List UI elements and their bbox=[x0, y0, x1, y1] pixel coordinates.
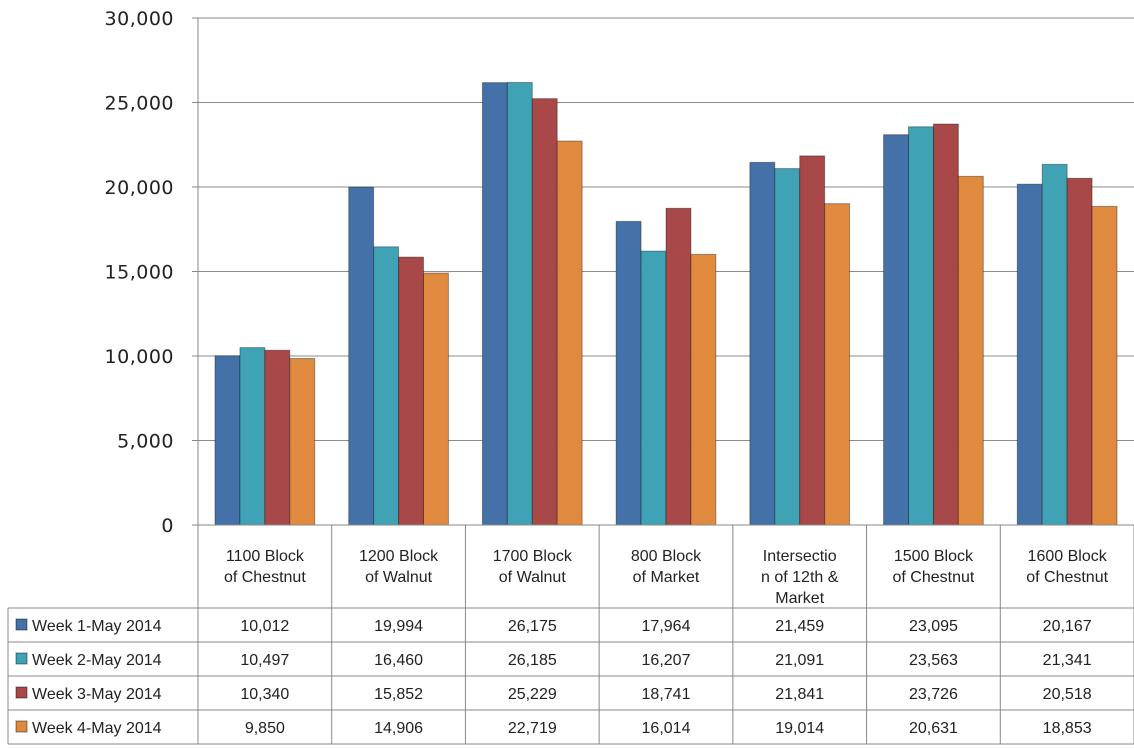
bar bbox=[615, 220, 642, 526]
bar bbox=[1041, 163, 1068, 526]
category-label: of Chestnut bbox=[1026, 569, 1108, 586]
data-table: 1100 Block of Chestnut 1200 Block of Walnut… bbox=[7, 524, 1134, 745]
data-label: 17,964 bbox=[642, 618, 691, 635]
bar bbox=[824, 203, 851, 526]
category-label: of Chestnut bbox=[224, 569, 306, 586]
data-label: 10,340 bbox=[240, 686, 289, 703]
y-tick-label: 5,000 bbox=[117, 431, 174, 453]
data-label: 19,014 bbox=[775, 720, 824, 737]
bars bbox=[214, 81, 1118, 526]
bar bbox=[373, 246, 400, 526]
data-label: 23,095 bbox=[909, 618, 958, 635]
category-label: 1100 Block bbox=[226, 548, 305, 565]
bar bbox=[690, 253, 717, 526]
legend-swatch bbox=[15, 618, 28, 631]
y-tick-label: 10,000 bbox=[105, 346, 174, 368]
category-label: of Market bbox=[633, 569, 700, 586]
bar bbox=[289, 358, 316, 526]
data-label: 19,994 bbox=[374, 618, 423, 635]
legend-label: Week 2-May 2014 bbox=[32, 652, 162, 669]
data-label: 23,726 bbox=[909, 686, 958, 703]
legend-label: Week 3-May 2014 bbox=[32, 686, 162, 703]
legend-swatch bbox=[15, 652, 28, 665]
bar bbox=[531, 98, 558, 526]
bar bbox=[264, 349, 291, 526]
bar bbox=[1016, 183, 1043, 526]
legend-label: Week 1-May 2014 bbox=[32, 618, 162, 635]
category-label: 1700 Block bbox=[493, 548, 573, 565]
data-label: 21,341 bbox=[1043, 652, 1092, 669]
data-label: 20,631 bbox=[909, 720, 958, 737]
bar bbox=[214, 355, 241, 526]
data-label: 26,175 bbox=[508, 618, 557, 635]
y-tick-label: 20,000 bbox=[105, 177, 174, 199]
data-label: 23,563 bbox=[909, 652, 958, 669]
y-tick-label: 25,000 bbox=[105, 93, 174, 115]
bar bbox=[556, 140, 583, 526]
category-label: Market bbox=[775, 590, 824, 607]
bar bbox=[423, 272, 449, 526]
y-tick-label: 0 bbox=[161, 515, 174, 537]
bar bbox=[348, 186, 375, 526]
bar bbox=[908, 126, 934, 526]
data-label: 14,906 bbox=[374, 720, 423, 737]
legend-swatch bbox=[15, 720, 28, 733]
data-label: 10,012 bbox=[240, 618, 289, 635]
bar bbox=[239, 347, 266, 526]
bar bbox=[1066, 177, 1093, 526]
data-label: 9,850 bbox=[245, 720, 285, 737]
y-tick-label: 15,000 bbox=[105, 262, 174, 284]
bar bbox=[1091, 205, 1118, 526]
data-label: 18,853 bbox=[1043, 720, 1092, 737]
data-label: 15,852 bbox=[374, 686, 423, 703]
category-label: of Walnut bbox=[499, 569, 567, 586]
data-label: 20,167 bbox=[1043, 618, 1092, 635]
bar bbox=[481, 82, 508, 526]
legend-label: Week 4-May 2014 bbox=[32, 720, 162, 737]
category-label: 1200 Block bbox=[359, 548, 439, 565]
bar bbox=[774, 168, 801, 526]
data-label: 21,841 bbox=[775, 686, 824, 703]
category-label: Intersectio bbox=[763, 548, 837, 565]
category-label: 1600 Block bbox=[1028, 548, 1108, 565]
bar bbox=[932, 123, 959, 526]
category-label: 800 Block bbox=[631, 548, 702, 565]
bar bbox=[398, 256, 425, 526]
data-label: 10,497 bbox=[240, 652, 289, 669]
bar bbox=[957, 175, 984, 526]
bar bbox=[640, 250, 667, 526]
data-label: 21,459 bbox=[775, 618, 824, 635]
data-label: 22,719 bbox=[508, 720, 557, 737]
bar bbox=[749, 161, 776, 526]
data-label: 21,091 bbox=[775, 652, 824, 669]
bar bbox=[665, 207, 692, 526]
data-label: 16,014 bbox=[642, 720, 691, 737]
y-axis: 0 5,000 10,000 15,000 20,000 25,000 30,000 bbox=[105, 8, 199, 537]
bar bbox=[883, 134, 909, 526]
category-label: n of 12th & bbox=[761, 569, 839, 586]
data-label: 18,741 bbox=[642, 686, 691, 703]
legend-swatch bbox=[15, 686, 28, 699]
bar bbox=[506, 81, 533, 526]
category-label: of Walnut bbox=[365, 569, 433, 586]
y-tick-label: 30,000 bbox=[105, 8, 174, 30]
data-label: 20,518 bbox=[1043, 686, 1092, 703]
bar bbox=[799, 155, 826, 526]
data-label: 16,207 bbox=[642, 652, 691, 669]
data-label: 25,229 bbox=[508, 686, 557, 703]
data-label: 26,185 bbox=[508, 652, 557, 669]
data-label: 16,460 bbox=[374, 652, 423, 669]
category-label: of Chestnut bbox=[893, 569, 975, 586]
category-label: 1500 Block bbox=[894, 548, 974, 565]
